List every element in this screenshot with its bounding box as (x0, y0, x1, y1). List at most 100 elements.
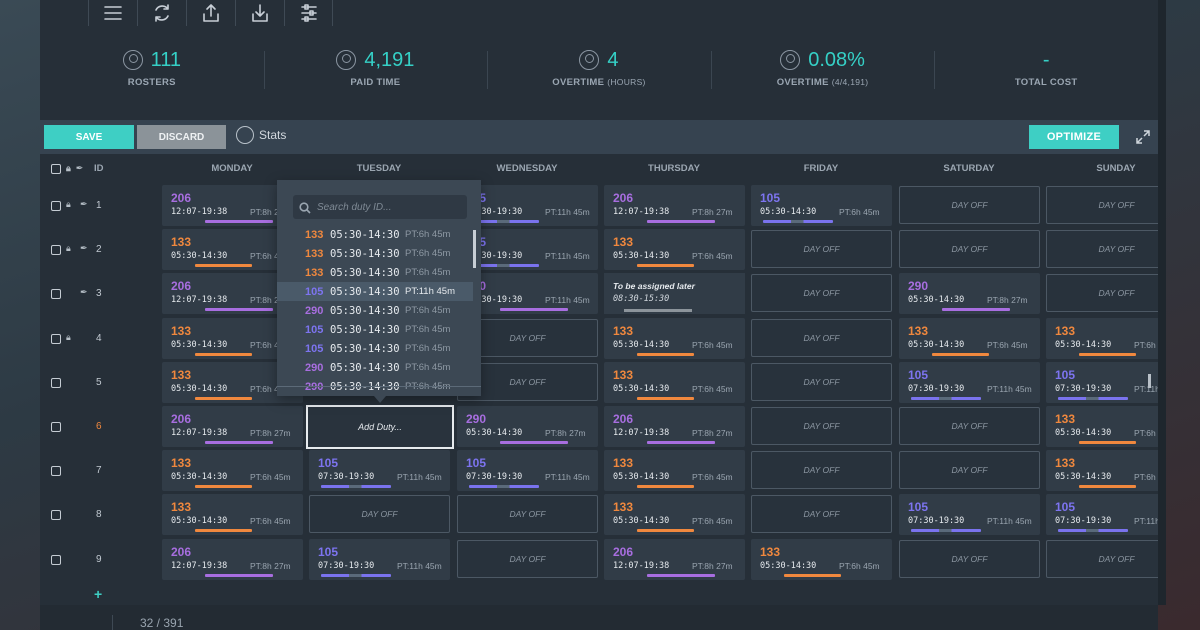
stats-toggle[interactable]: Stats (236, 126, 286, 144)
duty-cell[interactable]: 105 07:30-19:30 PT:11h 45m (309, 450, 450, 491)
page-scrollbar[interactable] (1158, 0, 1166, 605)
add-duty-cell[interactable]: Add Duty... (306, 405, 454, 449)
row-checkbox[interactable] (51, 422, 61, 432)
duty-cell[interactable]: 133 05:30-14:30 PT:6h 45m (604, 318, 745, 359)
duty-cell[interactable]: 206 12:07-19:38 PT:8h 27m (162, 406, 303, 447)
pin-icon[interactable]: ✒ (80, 199, 88, 209)
duty-cell[interactable]: 105 07:30-19:30 PT:11h 45m (899, 494, 1040, 535)
row-checkbox[interactable] (51, 466, 61, 476)
duty-cell[interactable]: 133 05:30-14:30 PT:6h 45m (899, 318, 1040, 359)
add-row-button[interactable]: + (94, 586, 103, 602)
select-all-checkbox[interactable] (51, 163, 61, 174)
day-off-cell[interactable]: DAY OFF (899, 540, 1040, 578)
duty-options-list: 133 05:30-14:30 PT:6h 45m 133 05:30-14:30… (277, 225, 473, 396)
pin-icon[interactable]: ✒ (80, 287, 88, 297)
duty-option[interactable]: 105 05:30-14:30 PT:6h 45m (277, 339, 473, 358)
duty-cell[interactable]: 133 05:30-14:30 PT:6h 45m (604, 362, 745, 403)
day-off-cell[interactable]: DAY OFF (309, 495, 450, 533)
day-off-cell[interactable]: DAY OFF (751, 319, 892, 357)
day-off-cell[interactable]: DAY OFF (751, 407, 892, 445)
row-checkbox[interactable] (51, 555, 61, 565)
day-off-cell[interactable]: DAY OFF (751, 451, 892, 489)
duty-option[interactable]: 105 05:30-14:30 PT:11h 45m (277, 282, 473, 301)
day-off-cell[interactable]: DAY OFF (1046, 540, 1158, 578)
download-icon (252, 4, 268, 22)
duty-cell[interactable]: 133 05:30-14:30 PT:6h 45m (162, 450, 303, 491)
lock-icon[interactable]: 🔒︎ (66, 163, 71, 173)
day-off-cell[interactable]: DAY OFF (751, 230, 892, 268)
grid-scrollbar[interactable] (1148, 374, 1151, 388)
menu-button[interactable] (88, 0, 137, 26)
day-off-cell[interactable]: DAY OFF (751, 274, 892, 312)
option-paid-time: PT:6h 45m (405, 305, 451, 316)
discard-button[interactable]: DISCARD (137, 125, 226, 149)
import-button[interactable] (235, 0, 284, 26)
day-off-cell[interactable]: DAY OFF (751, 495, 892, 533)
duty-cell[interactable]: 105 07:30-19:30 PT:11h 45m (457, 450, 598, 491)
row-checkbox[interactable] (51, 334, 61, 344)
duty-cell[interactable]: 105 07:30-19:30 PT:11h 45m (1046, 362, 1158, 403)
duty-cell[interactable]: 206 12:07-19:38 PT:8h 27m (162, 539, 303, 580)
duty-time: 05:30-14:30 (613, 251, 670, 261)
day-off-cell[interactable]: DAY OFF (1046, 274, 1158, 312)
duty-cell[interactable]: 290 05:30-14:30 PT:8h 27m (457, 406, 598, 447)
duty-cell[interactable]: 133 05:30-14:30 PT:6h 45m (1046, 406, 1158, 447)
lock-icon[interactable]: 🔒︎ (66, 243, 71, 253)
lock-icon[interactable]: 🔒︎ (66, 199, 71, 209)
day-off-cell[interactable]: DAY OFF (751, 363, 892, 401)
duty-option[interactable]: 105 05:30-14:30 PT:6h 45m (277, 320, 473, 339)
row-checkbox[interactable] (51, 378, 61, 388)
duty-cell[interactable]: 133 05:30-14:30 PT:6h 45m (162, 494, 303, 535)
duty-option[interactable]: 290 05:30-14:30 PT:6h 45m (277, 301, 473, 320)
day-off-cell[interactable]: DAY OFF (1046, 230, 1158, 268)
duty-time: 05:30-14:30 (1055, 428, 1112, 438)
row-checkbox[interactable] (51, 510, 61, 520)
pin-icon[interactable]: ✒ (80, 243, 88, 253)
dropdown-scrollbar[interactable] (473, 230, 476, 268)
row-checkbox[interactable] (51, 289, 61, 299)
duty-cell[interactable]: 133 05:30-14:30 PT:6h 45m (604, 494, 745, 535)
stats-bar: 111 ROSTERS 4,191 PAID TIME 4 OVERTIME (HO… (40, 45, 1158, 105)
save-button[interactable]: SAVE (44, 125, 134, 149)
duty-cell[interactable]: 133 05:30-14:30 PT:6h 45m (604, 229, 745, 270)
stat-top: 0.08% (780, 45, 865, 75)
unassigned-cell[interactable]: To be assigned later 08:30-15:30 (604, 273, 745, 314)
row-checkbox[interactable] (51, 245, 61, 255)
duty-cell[interactable]: 133 05:30-14:30 PT:6h 45m (604, 450, 745, 491)
duty-cell[interactable]: 105 05:30-14:30 PT:6h 45m (751, 185, 892, 226)
row-checkbox[interactable] (51, 201, 61, 211)
duty-option[interactable]: 133 05:30-14:30 PT:6h 45m (277, 225, 473, 244)
duty-cell[interactable]: 105 07:30-19:30 PT:11h 45m (1046, 494, 1158, 535)
paid-time: PT:8h 27m (250, 428, 291, 438)
paid-time: PT:6h 45m (987, 340, 1028, 350)
expand-icon[interactable] (1135, 129, 1151, 145)
duty-cell[interactable]: 206 12:07-19:38 PT:8h 27m (604, 406, 745, 447)
export-button[interactable] (186, 0, 235, 26)
refresh-button[interactable] (137, 0, 186, 26)
duty-option[interactable]: 133 05:30-14:30 PT:6h 45m (277, 263, 473, 282)
day-off-cell[interactable]: DAY OFF (1046, 186, 1158, 224)
duty-cell[interactable]: 133 05:30-14:30 PT:6h 45m (751, 539, 892, 580)
pin-icon[interactable]: ✒ (75, 163, 84, 173)
optimize-button[interactable]: OPTIMIZE (1029, 125, 1119, 149)
duty-time: 12:07-19:38 (613, 428, 670, 438)
lock-icon[interactable]: 🔒︎ (66, 332, 71, 342)
paid-time: PT:11h 45m (987, 384, 1032, 394)
duty-cell[interactable]: 206 12:07-19:38 PT:8h 27m (604, 539, 745, 580)
duty-cell[interactable]: 105 07:30-19:30 PT:11h 45m (899, 362, 1040, 403)
duty-cell[interactable]: 290 05:30-14:30 PT:8h 27m (899, 273, 1040, 314)
day-off-cell[interactable]: DAY OFF (899, 186, 1040, 224)
duty-option[interactable]: 133 05:30-14:30 PT:6h 45m (277, 244, 473, 263)
duty-option[interactable]: 290 05:30-14:30 PT:6h 45m (277, 358, 473, 377)
day-off-cell[interactable]: DAY OFF (457, 540, 598, 578)
duty-cell[interactable]: 105 07:30-19:30 PT:11h 45m (309, 539, 450, 580)
day-off-cell[interactable]: DAY OFF (899, 407, 1040, 445)
day-off-cell[interactable]: DAY OFF (457, 495, 598, 533)
filter-settings-button[interactable] (284, 0, 333, 26)
duty-search-input[interactable] (317, 201, 457, 213)
duty-cell[interactable]: 133 05:30-14:30 PT:6h 45m (1046, 318, 1158, 359)
duty-cell[interactable]: 206 12:07-19:38 PT:8h 27m (604, 185, 745, 226)
duty-cell[interactable]: 133 05:30-14:30 PT:6h 45m (1046, 450, 1158, 491)
day-off-cell[interactable]: DAY OFF (899, 451, 1040, 489)
day-off-cell[interactable]: DAY OFF (899, 230, 1040, 268)
